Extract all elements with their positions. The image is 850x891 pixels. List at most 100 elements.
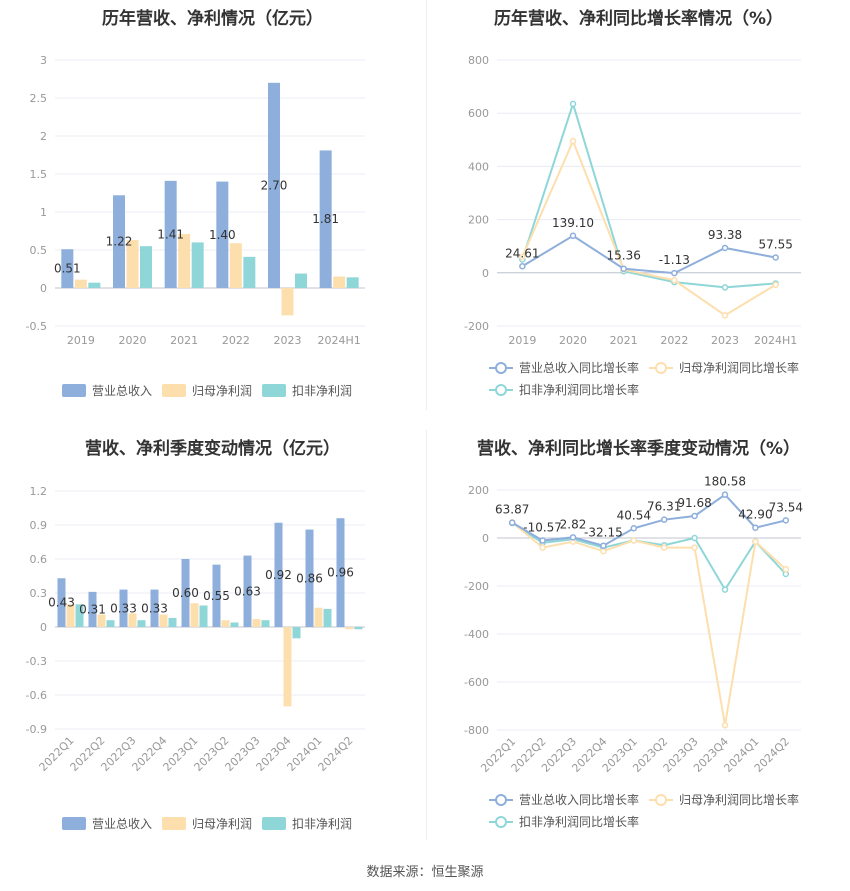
data-label: -1.13 (659, 253, 690, 267)
series-line (521, 138, 777, 317)
y-tick-label: -800 (464, 724, 489, 737)
data-label: 139.10 (552, 216, 594, 230)
y-tick-label: 200 (468, 484, 489, 497)
series-line (511, 521, 787, 726)
y-tick-label: -600 (464, 676, 489, 689)
legend-swatch (62, 817, 86, 830)
data-label: 42.90 (738, 508, 772, 522)
bar (221, 620, 230, 627)
y-tick-label: -200 (464, 580, 489, 593)
data-point (569, 232, 577, 240)
data-point (721, 244, 729, 252)
bar (119, 589, 128, 627)
bar (178, 234, 191, 288)
data-label: 0.86 (296, 571, 323, 585)
y-tick-label: 2 (40, 130, 47, 143)
quarterly-values-chart: -0.9-0.6-0.300.30.60.91.22022Q12022Q2202… (26, 485, 365, 831)
bar (75, 604, 84, 627)
bar (281, 288, 294, 316)
y-tick-label: -0.9 (26, 723, 47, 736)
y-tick-label: 600 (468, 107, 489, 120)
legend-label: 归母净利润 (192, 384, 252, 398)
data-point (752, 538, 759, 545)
bar (61, 249, 74, 288)
data-label: 0.60 (172, 586, 199, 600)
data-label: 0.96 (327, 566, 354, 580)
x-tick-label: 2022 (660, 334, 688, 347)
legend-label: 扣非净利润同比增长率 (519, 814, 639, 829)
x-tick-label: 2023 (711, 334, 739, 347)
bar (126, 240, 139, 288)
data-point (519, 263, 526, 270)
legend-swatch (162, 384, 186, 397)
data-point (671, 276, 678, 284)
bar (212, 564, 221, 627)
x-tick-label: 2024H1 (318, 334, 361, 347)
data-point (539, 544, 546, 551)
data-point (782, 517, 790, 524)
bar (216, 181, 229, 288)
data-point (660, 516, 668, 523)
data-point (569, 534, 577, 541)
data-label: 0.55 (203, 589, 230, 603)
legend-label: 扣非净利润 (292, 384, 352, 398)
chart-title: 营收、净利同比增长率季度变动情况（%） (476, 439, 801, 459)
y-tick-label: 0.9 (30, 519, 48, 532)
y-tick-label: -0.6 (26, 689, 47, 702)
bar (168, 617, 177, 627)
data-point (721, 721, 729, 729)
data-point (519, 253, 526, 261)
data-label: 2.82 (560, 517, 587, 531)
data-point (620, 265, 627, 272)
panel-divider-bottom (426, 430, 427, 840)
data-point (721, 284, 729, 291)
data-label: 15.36 (606, 249, 640, 263)
legend-marker (495, 384, 507, 396)
series-line (511, 522, 787, 592)
legend-label: 归母净利润 (192, 817, 252, 831)
bar (243, 256, 256, 288)
data-point (691, 544, 698, 551)
chart-title: 营收、净利季度变动情况（亿元） (85, 439, 340, 459)
data-point (752, 524, 759, 531)
bar (97, 614, 106, 627)
x-tick-label: 2022 (222, 334, 250, 347)
legend-label: 营业总收入同比增长率 (519, 360, 639, 375)
bar (295, 273, 307, 288)
data-label: 1.41 (157, 227, 184, 241)
data-point (721, 586, 729, 593)
data-label: 1.40 (209, 228, 236, 242)
annual-values-panel: 历年营收、净利情况（亿元） -0.5 0 0.5 1 1.5 2 2.5 3 2019 2020 2… (0, 0, 425, 410)
bar (57, 578, 66, 627)
bar (88, 282, 101, 288)
bar (181, 559, 190, 627)
legend-marker (495, 362, 507, 374)
bar (140, 246, 152, 288)
data-label: 1.22 (106, 235, 133, 249)
bar (333, 276, 346, 288)
bar (243, 555, 252, 627)
legend-label: 营业总收入同比增长率 (519, 792, 639, 807)
legend-label: 扣非净利润 (292, 817, 352, 831)
data-point (772, 254, 779, 261)
legend-swatch (62, 384, 86, 397)
y-tick-label: -0.3 (26, 655, 47, 668)
bar (106, 620, 115, 627)
panel-divider-top (426, 0, 427, 410)
data-point (671, 269, 678, 277)
y-tick-label: 0.6 (30, 553, 48, 566)
bar (150, 589, 159, 627)
bar (319, 150, 332, 288)
quarterly-values-panel: 营收、净利季度变动情况（亿元） -0.9 -0.6 -0.3 0 0.3 0.6 0.9 1.… (0, 430, 425, 850)
bar (305, 529, 314, 627)
data-label: 0.33 (141, 601, 168, 615)
bar (66, 604, 75, 627)
data-label: 57.55 (758, 237, 792, 251)
bar (230, 622, 239, 627)
bar (292, 627, 301, 639)
data-point (600, 542, 607, 549)
legend-swatch (262, 384, 286, 397)
data-point (600, 547, 607, 555)
y-tick-label: 400 (468, 160, 489, 173)
y-tick-label: -200 (464, 320, 489, 333)
